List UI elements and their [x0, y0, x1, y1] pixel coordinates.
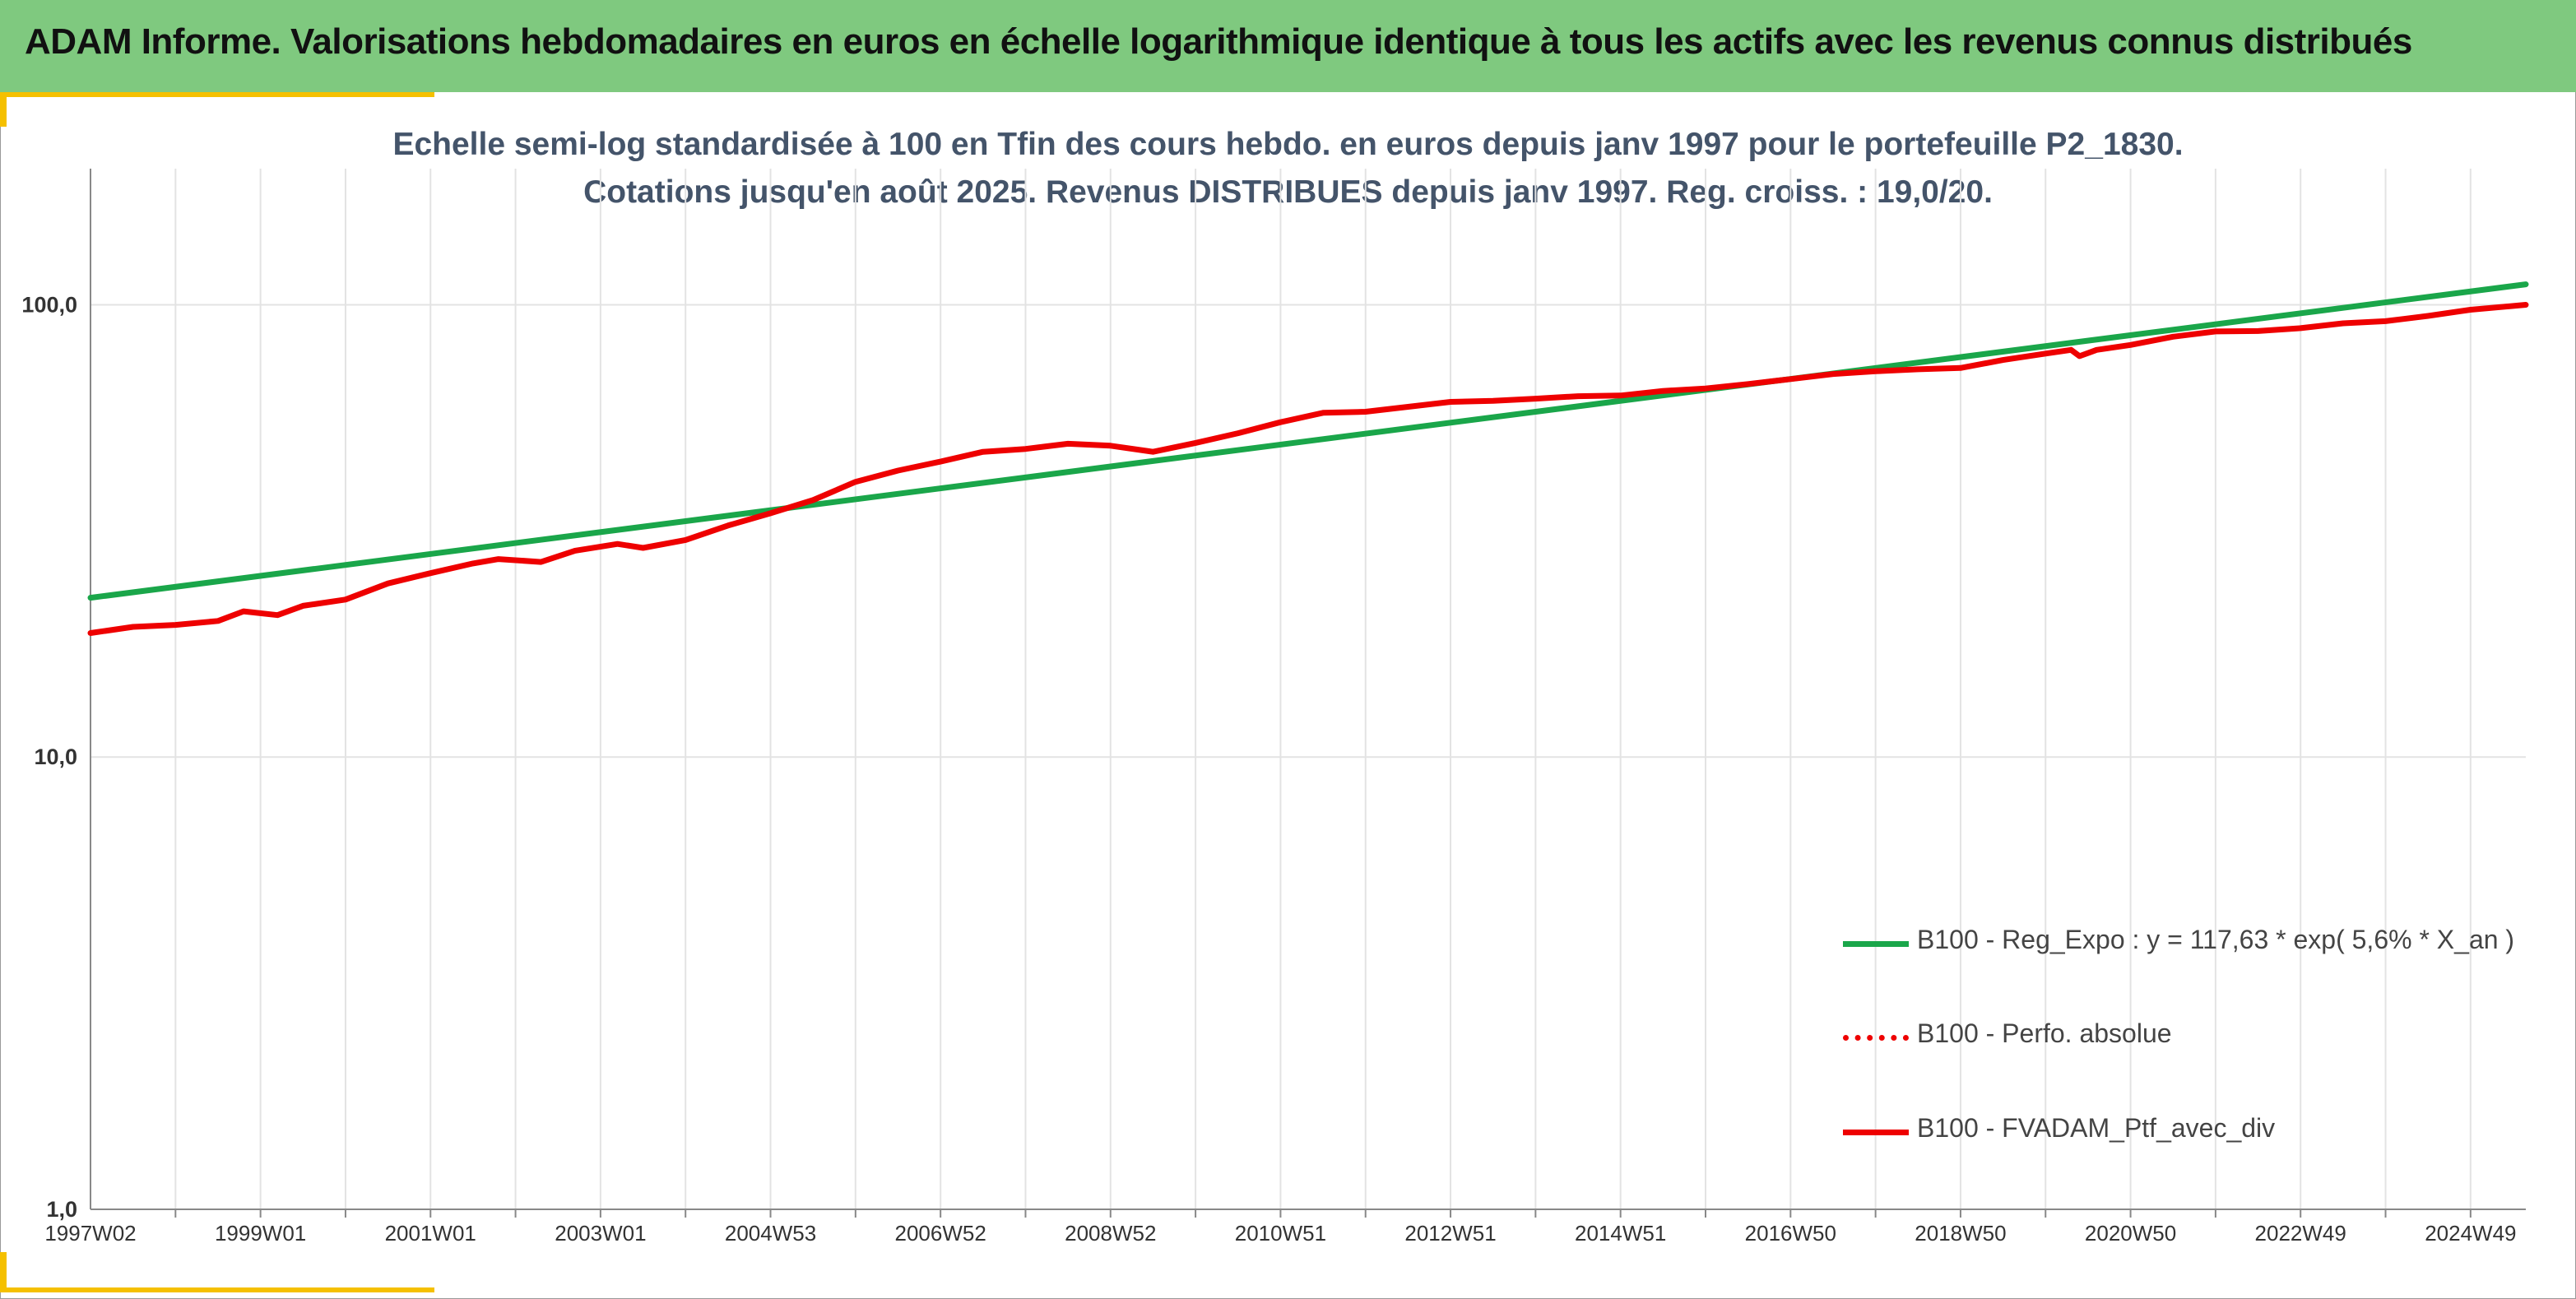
chart-title: Echelle semi-log standardisée à 100 en T… [392, 127, 2184, 162]
regression-line [87, 281, 2529, 601]
legend-label-perfo-absolue: B100 - Perfo. absolue [1917, 1018, 2172, 1048]
legend-label-portfolio: B100 - FVADAM_Ptf_avec_div [1917, 1113, 2276, 1143]
legend-swatch-regression [1843, 941, 1909, 947]
corner-accent-bottom [0, 1287, 434, 1292]
legend-item-regression: B100 - Reg_Expo : y = 117,63 * exp( 5,6%… [1843, 925, 2567, 958]
corner-accent-top [0, 92, 434, 97]
legend-label-regression: B100 - Reg_Expo : y = 117,63 * exp( 5,6%… [1917, 925, 2515, 954]
x-tick-label: 2006W52 [895, 1221, 986, 1246]
legend-swatch-perfo-absolue [1843, 1035, 1909, 1041]
x-tick-label: 1999W01 [215, 1221, 306, 1246]
x-tick-label: 2003W01 [555, 1221, 646, 1246]
y-axis-ticks: 1,0 10,0 100,0 [21, 292, 77, 1222]
x-tick-label: 2020W50 [2085, 1221, 2176, 1246]
x-tick-label: 2004W53 [725, 1221, 816, 1246]
y-tick-label: 10,0 [34, 745, 77, 769]
corner-accent-top-side [0, 92, 7, 127]
x-tick-label: 2010W51 [1235, 1221, 1326, 1246]
x-tick-label: 2001W01 [385, 1221, 476, 1246]
x-tick-label: 2018W50 [1915, 1221, 2006, 1246]
x-tick-label: 2008W52 [1065, 1221, 1156, 1246]
corner-accent-bottom-side [0, 1252, 7, 1292]
legend-item-perfo-absolue: B100 - Perfo. absolue [1843, 1018, 2567, 1051]
header-banner: ADAM Informe. Valorisations hebdomadaire… [0, 0, 2576, 92]
y-tick-label: 1,0 [46, 1197, 77, 1222]
y-tick-label: 100,0 [21, 292, 77, 317]
portfolio-line [87, 302, 2529, 636]
x-tick-label: 2016W50 [1745, 1221, 1836, 1246]
x-tick-label: 1997W02 [44, 1221, 136, 1246]
x-tick-label: 2012W51 [1404, 1221, 1496, 1246]
x-tick-label: 2024W49 [2425, 1221, 2516, 1246]
series-lines [87, 281, 2529, 636]
x-axis-ticks: 1997W02 1999W01 2001W01 2003W01 2004W53 2006W… [44, 1221, 2516, 1246]
report-title: ADAM Informe. Valorisations hebdomadaire… [25, 21, 2412, 62]
x-tick-label: 2014W51 [1575, 1221, 1666, 1246]
legend-item-portfolio: B100 - FVADAM_Ptf_avec_div [1843, 1113, 2567, 1146]
legend-swatch-portfolio [1843, 1130, 1909, 1135]
axes [90, 169, 2526, 1218]
gridlines [91, 169, 2526, 1209]
chart-subtitle: Cotations jusqu'en août 2025. Revenus DI… [583, 174, 1993, 210]
x-tick-label: 2022W49 [2255, 1221, 2346, 1246]
